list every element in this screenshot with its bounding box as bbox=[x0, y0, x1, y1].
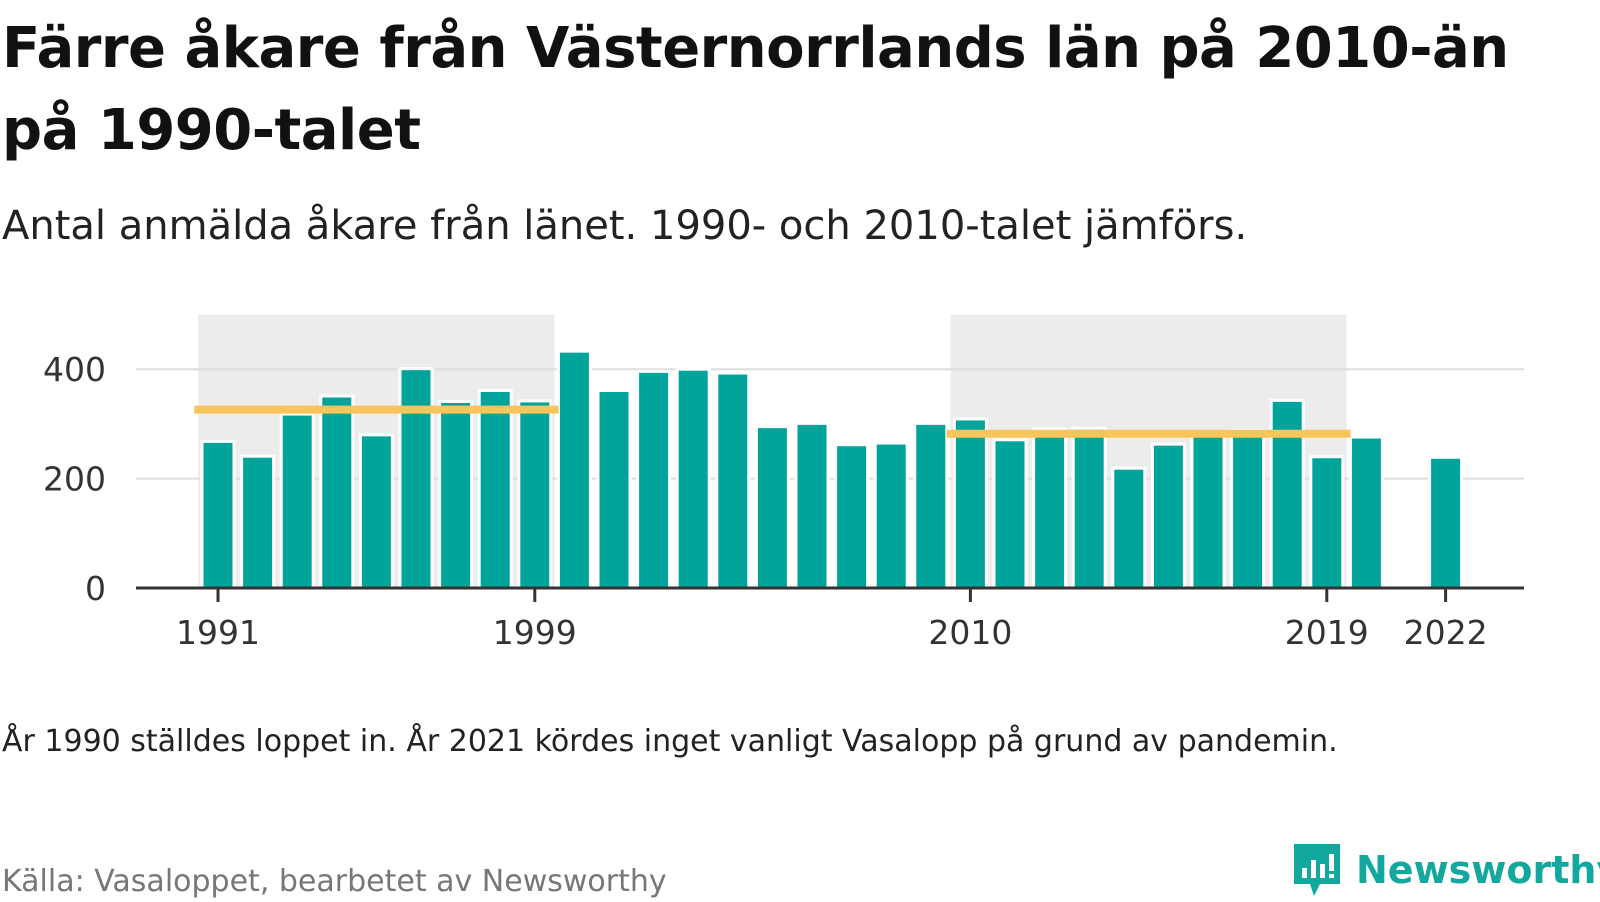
bar-1998 bbox=[477, 389, 513, 590]
logo-text: Newsworthy bbox=[1356, 848, 1600, 892]
chart-note: År 1990 ställdes loppet in. År 2021 körd… bbox=[2, 724, 1338, 759]
y-tick-label-0: 0 bbox=[85, 569, 106, 608]
bar-2022 bbox=[1428, 455, 1464, 590]
decade-averages bbox=[194, 405, 1351, 438]
x-tick-label-2019: 2019 bbox=[1285, 613, 1369, 652]
x-tick-label-1991: 1991 bbox=[176, 613, 260, 652]
bar-2001 bbox=[596, 389, 632, 590]
chart-subtitle: Antal anmälda åkare från länet. 1990- oc… bbox=[2, 203, 1248, 249]
bar-chart: 0 200 400 1991 1999 2010 2019 2022 bbox=[43, 314, 1524, 652]
newsworthy-bar-chart-icon bbox=[1294, 844, 1340, 896]
newsworthy-logo: Newsworthy bbox=[1290, 842, 1600, 898]
bar-2020 bbox=[1348, 435, 1384, 590]
bar-2000 bbox=[556, 349, 592, 590]
bar-1997 bbox=[438, 399, 474, 590]
bar-2015 bbox=[1150, 442, 1186, 590]
x-tick-label-2010: 2010 bbox=[928, 613, 1012, 652]
bar-2005 bbox=[754, 425, 790, 590]
bar-1991 bbox=[200, 439, 236, 590]
axes bbox=[136, 586, 1524, 602]
x-tick-label-2022: 2022 bbox=[1404, 613, 1488, 652]
source-text: Källa: Vasaloppet, bearbetet av Newswort… bbox=[2, 864, 667, 899]
tick-labels: 0 200 400 1991 1999 2010 2019 2022 bbox=[43, 350, 1488, 652]
bars bbox=[200, 349, 1464, 590]
bar-1992 bbox=[240, 454, 276, 590]
bar-2011 bbox=[992, 438, 1028, 590]
y-tick-label-200: 200 bbox=[43, 460, 106, 499]
y-tick-label-400: 400 bbox=[43, 350, 106, 389]
bar-1999 bbox=[517, 399, 553, 590]
bar-2014 bbox=[1111, 466, 1147, 590]
bar-2012 bbox=[1032, 427, 1068, 590]
chart-title: Färre åkare från Västernorrlands län på … bbox=[2, 16, 1509, 163]
bar-2010 bbox=[952, 417, 988, 590]
bar-2019 bbox=[1309, 455, 1345, 590]
bar-1994 bbox=[319, 394, 355, 590]
bar-2016 bbox=[1190, 430, 1226, 590]
bar-2013 bbox=[1071, 426, 1107, 590]
bar-2017 bbox=[1230, 428, 1266, 590]
bar-2002 bbox=[636, 369, 672, 590]
bar-2018 bbox=[1269, 398, 1305, 590]
bar-1996 bbox=[398, 367, 434, 590]
bar-1993 bbox=[279, 412, 315, 590]
x-tick-label-1999: 1999 bbox=[493, 613, 577, 652]
bar-2007 bbox=[834, 443, 870, 590]
bar-2003 bbox=[675, 367, 711, 590]
bar-2004 bbox=[715, 371, 751, 590]
bar-2009 bbox=[913, 421, 949, 590]
bar-2008 bbox=[873, 441, 909, 590]
bar-1995 bbox=[358, 433, 394, 590]
bar-2006 bbox=[794, 421, 830, 590]
